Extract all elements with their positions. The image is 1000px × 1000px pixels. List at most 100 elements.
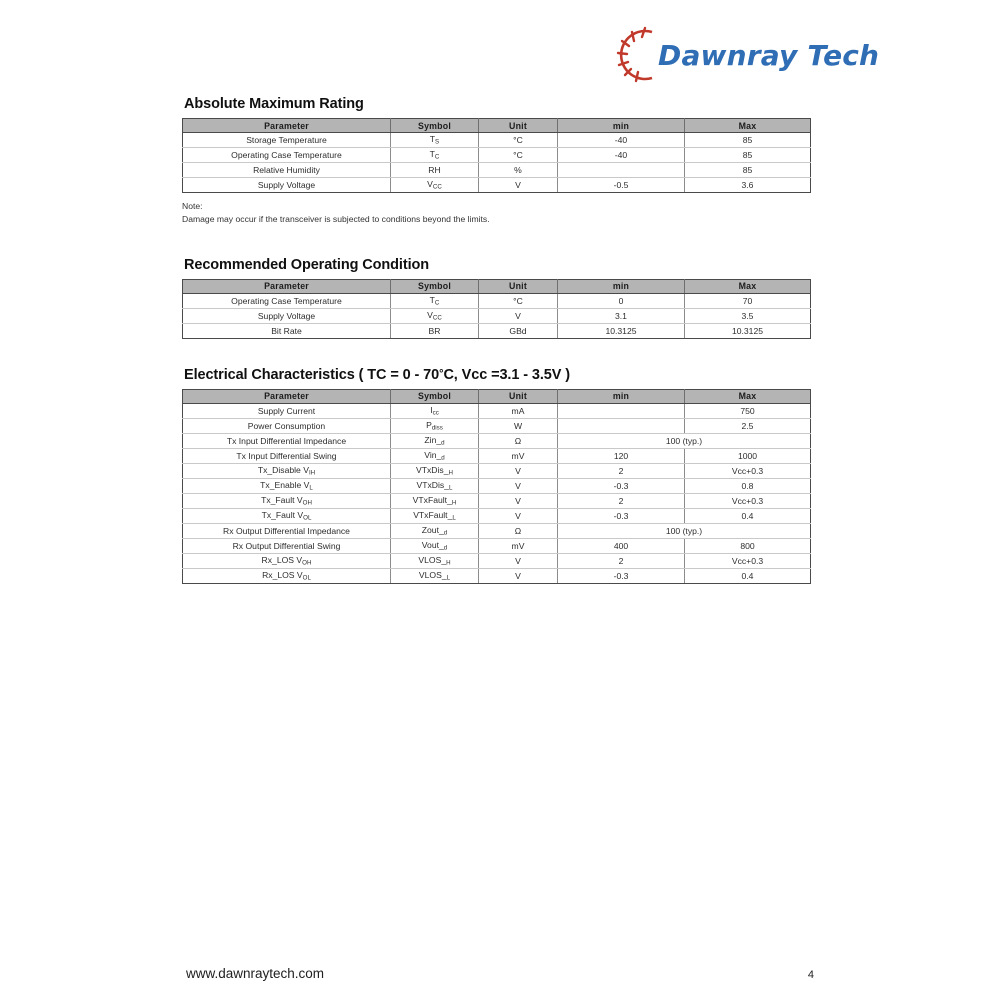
cell-unit: %: [478, 162, 558, 178]
page-number: 4: [807, 969, 814, 981]
cell-max: 2.5: [684, 418, 811, 434]
table-row: Supply Current Icc mA 750: [182, 403, 811, 419]
table-row: Rx_LOS VOL VLOS_L V -0.3 0.4: [182, 568, 811, 584]
cell-min: 3.1: [557, 308, 685, 324]
cell-unit: V: [478, 308, 558, 324]
cell-max: 3.5: [684, 308, 811, 324]
cell-symbol: VTxFault_L: [390, 508, 479, 524]
column-header-max: Max: [684, 388, 811, 404]
table-row: Tx_Fault VOH VTxFault_H V 2 Vcc+0.3: [182, 493, 811, 509]
subscript: OL: [302, 574, 311, 582]
cell-parameter: Relative Humidity: [182, 162, 391, 178]
spacer: [182, 227, 810, 257]
cell-unit: V: [478, 553, 558, 569]
cell-unit: °C: [478, 132, 558, 148]
table-row: Supply Voltage VCC V 3.1 3.5: [182, 308, 811, 324]
table-row: Operating Case Temperature TC °C -40 85: [182, 147, 811, 163]
table-recommended-operating-condition: Parameter Symbol Unit min Max Operating …: [182, 278, 811, 339]
cell-symbol: Vout_d: [390, 538, 479, 554]
cell-max: Vcc+0.3: [684, 463, 811, 479]
cell-parameter: Rx Output Differential Swing: [182, 538, 391, 554]
table-row: Relative Humidity RH% 85: [182, 162, 811, 178]
table-body: Storage Temperature TS °C -40 85 Operating Ca…: [182, 132, 811, 193]
cell-min: -0.5: [557, 177, 685, 193]
cell-max: 800: [684, 538, 811, 554]
cell-max: 10.3125: [684, 323, 811, 339]
cell-parameter: Operating Case Temperature: [182, 293, 391, 309]
footer-website: www.dawnraytech.com: [186, 966, 325, 981]
subscript: d: [443, 529, 448, 537]
table-row: Tx Input Differential Swing Vin_d mV 120 100…: [182, 448, 811, 464]
cell-min: 2: [557, 553, 685, 569]
cell-symbol: VLOS_L: [390, 568, 479, 584]
table-row: Tx Input Differential Impedance Zin_d Ω 100…: [182, 433, 811, 449]
subscript: OH: [302, 499, 312, 507]
section-title: Recommended Operating Condition: [184, 256, 430, 273]
cell-max: 3.6: [684, 177, 811, 193]
column-header-parameter: Parameter: [182, 388, 391, 404]
cell-min: 0: [557, 293, 685, 309]
table-note: Note: Damage may occur if the transceive…: [182, 200, 810, 227]
cell-unit: V: [478, 177, 558, 193]
column-header-min: min: [557, 278, 685, 294]
subscript: d: [441, 454, 445, 462]
table-header-row: Parameter Symbol Unit min Max: [182, 278, 811, 294]
cell-unit: mA: [478, 403, 558, 419]
cell-unit: GBd: [478, 323, 558, 339]
table-row: Tx_Disable VIH VTxDis_H V 2 Vcc+0.3: [182, 463, 811, 479]
column-header-parameter: Parameter: [182, 118, 391, 133]
cell-symbol: Zin_d: [390, 433, 479, 449]
table-row: Power Consumption Pdiss W 2.5: [182, 418, 811, 434]
cell-parameter: Rx Output Differential Impedance: [182, 523, 391, 539]
cell-parameter: Supply Current: [182, 403, 391, 419]
cell-max: 1000: [684, 448, 811, 464]
table-body: Operating Case Temperature TC °C 0 70 Supply …: [182, 293, 811, 339]
cell-min: 10.3125: [557, 323, 685, 339]
column-header-symbol: Symbol: [390, 118, 479, 133]
column-header-max: Max: [684, 278, 811, 294]
cell-max: 0.4: [684, 508, 811, 524]
cell-min: [557, 162, 685, 178]
brand-logo: Dawnray Tech: [612, 22, 879, 88]
column-header-max: Max: [684, 118, 811, 133]
cell-symbol: TC: [390, 293, 479, 309]
cell-min: 120: [557, 448, 685, 464]
section-title-tail: C, Vcc =3.1 - 3.5V ): [443, 366, 570, 383]
subscript: L: [446, 574, 451, 582]
cell-symbol: Icc: [390, 403, 479, 419]
subscript: H: [446, 559, 451, 567]
table-row: Rx Output Differential Impedance Zout_d Ω 1…: [182, 523, 811, 539]
cell-symbol: VCC: [390, 177, 479, 193]
cell-symbol: VTxDis_H: [390, 463, 479, 479]
subscript: OL: [303, 514, 312, 522]
note-text: Damage may occur if the transceiver is s…: [182, 214, 490, 225]
cell-symbol: TC: [390, 147, 479, 163]
subscript: d: [443, 544, 448, 552]
table-header-row: Parameter Symbol Unit min Max: [182, 118, 811, 133]
table-row: Bit Rate BR GBd 10.3125 10.3125: [182, 323, 811, 339]
cell-symbol: RH: [390, 162, 479, 178]
table-body: Supply Current Icc mA 750 Power Consumption P…: [182, 403, 811, 584]
cell-max: Vcc+0.3: [684, 553, 811, 569]
cell-min: 400: [557, 538, 685, 554]
cell-max: 750: [684, 403, 811, 419]
table-row: Storage Temperature TS °C -40 85: [182, 132, 811, 148]
cell-unit: °C: [478, 147, 558, 163]
cell-min: 2: [557, 493, 685, 509]
subscript: CC: [432, 183, 442, 191]
spacer: [182, 339, 810, 367]
cell-unit: °C: [478, 293, 558, 309]
cell-parameter: Rx_LOS VOH: [182, 553, 391, 569]
subscript: cc: [432, 409, 439, 417]
cell-parameter: Operating Case Temperature: [182, 147, 391, 163]
table-absolute-maximum-rating: Parameter Symbol Unit min Max Storage Te…: [182, 118, 811, 193]
cell-parameter: Tx Input Differential Impedance: [182, 433, 391, 449]
cell-parameter: Power Consumption: [182, 418, 391, 434]
cell-symbol: BR: [390, 323, 479, 339]
cell-unit: V: [478, 568, 558, 584]
column-header-unit: Unit: [478, 388, 558, 404]
cell-span-value: 100 (typ.): [557, 433, 811, 449]
column-header-symbol: Symbol: [390, 278, 479, 294]
subscript: d: [441, 439, 445, 447]
cell-parameter: Tx_Fault VOH: [182, 493, 391, 509]
